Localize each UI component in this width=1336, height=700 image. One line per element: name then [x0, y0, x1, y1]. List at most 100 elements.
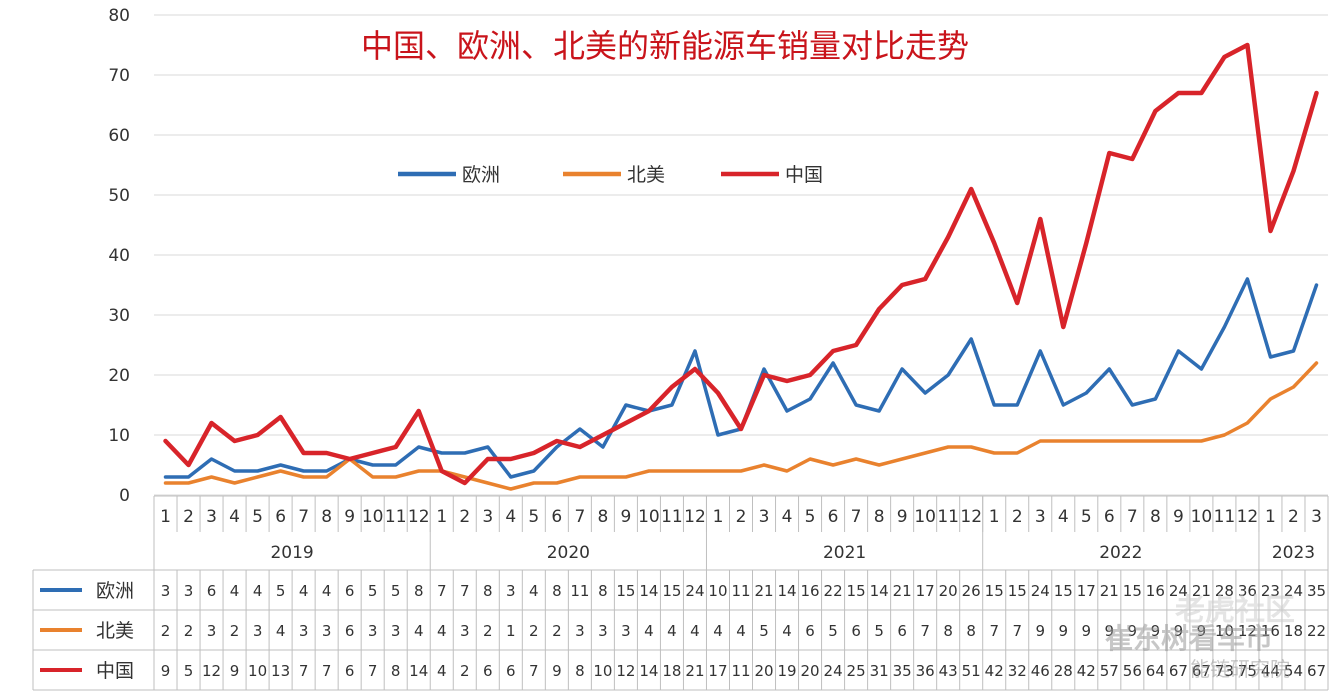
month-label: 1	[1265, 507, 1276, 527]
y-tick-label: 70	[108, 66, 130, 86]
table-cell: 10	[708, 582, 727, 600]
table-cell: 3	[598, 622, 608, 640]
month-label: 12	[408, 507, 430, 527]
table-cell: 4	[667, 622, 677, 640]
table-cell: 15	[1054, 582, 1073, 600]
table-cell: 6	[805, 622, 815, 640]
month-label: 5	[528, 507, 539, 527]
table-cell: 14	[870, 582, 889, 600]
row-label: 北美	[96, 620, 134, 642]
table-cell: 8	[575, 662, 585, 680]
table-cell: 4	[437, 622, 447, 640]
table-cell: 8	[966, 622, 976, 640]
month-label: 10	[362, 507, 384, 527]
table-cell: 3	[575, 622, 585, 640]
table-cell: 8	[414, 582, 424, 600]
table-cell: 4	[230, 582, 240, 600]
table-cell: 4	[299, 582, 309, 600]
table-cell: 9	[1174, 622, 1184, 640]
table-cell: 9	[1197, 622, 1207, 640]
table-cell: 2	[483, 622, 493, 640]
table-cell: 7	[322, 662, 332, 680]
table-cell: 9	[1151, 622, 1161, 640]
table-cell: 56	[1123, 662, 1142, 680]
table-cell: 7	[989, 622, 999, 640]
table-cell: 5	[368, 582, 378, 600]
y-tick-label: 10	[108, 426, 130, 446]
table-cell: 7	[299, 662, 309, 680]
month-label: 8	[321, 507, 332, 527]
table-cell: 14	[777, 582, 796, 600]
month-label: 7	[574, 507, 585, 527]
gridlines	[154, 14, 1328, 496]
table-cell: 67	[1169, 662, 1188, 680]
table-cell: 24	[685, 582, 704, 600]
month-label: 9	[897, 507, 908, 527]
month-label: 3	[482, 507, 493, 527]
table-cell: 16	[1261, 622, 1280, 640]
table-cell: 6	[506, 662, 516, 680]
month-label: 3	[206, 507, 217, 527]
month-label: 11	[661, 507, 683, 527]
table-cell: 9	[1128, 622, 1138, 640]
table-cell: 23	[1261, 582, 1280, 600]
table-cell: 6	[483, 662, 493, 680]
legend-label: 中国	[785, 164, 823, 186]
table-cell: 2	[184, 622, 194, 640]
table-cell: 6	[345, 582, 355, 600]
table-cell: 32	[1008, 662, 1027, 680]
month-label: 3	[1035, 507, 1046, 527]
table-cell: 14	[639, 582, 658, 600]
table-cell: 6	[851, 622, 861, 640]
table-cell: 7	[1012, 622, 1022, 640]
y-axis-ticks: 0 10 20 30 40 50 60 70 80	[108, 6, 130, 506]
table-cell: 21	[1100, 582, 1119, 600]
table-cell: 54	[1284, 662, 1303, 680]
table-cell: 5	[276, 582, 286, 600]
table-cell: 5	[828, 622, 838, 640]
month-label: 9	[344, 507, 355, 527]
table-cell: 2	[460, 662, 470, 680]
table-cell: 3	[322, 622, 332, 640]
legend-label: 欧洲	[462, 164, 500, 186]
y-tick-label: 0	[119, 486, 130, 506]
table-cell: 8	[598, 582, 608, 600]
month-label: 11	[937, 507, 959, 527]
table-cell: 42	[985, 662, 1004, 680]
month-label: 4	[782, 507, 793, 527]
table-cell: 21	[754, 582, 773, 600]
table-cell: 6	[345, 622, 355, 640]
month-label: 9	[620, 507, 631, 527]
table-cell: 15	[847, 582, 866, 600]
table-cell: 14	[409, 662, 428, 680]
table-cell: 28	[1054, 662, 1073, 680]
table-cell: 9	[552, 662, 562, 680]
table-cell: 7	[460, 582, 470, 600]
table-cell: 4	[690, 622, 700, 640]
row-label: 欧洲	[96, 580, 134, 602]
y-tick-label: 20	[108, 366, 130, 386]
table-cell: 3	[391, 622, 401, 640]
month-label: 4	[505, 507, 516, 527]
table-cell: 15	[662, 582, 681, 600]
table-cell: 9	[230, 662, 240, 680]
y-tick-label: 50	[108, 186, 130, 206]
table-cell: 3	[460, 622, 470, 640]
table-cell: 15	[616, 582, 635, 600]
month-label: 4	[1058, 507, 1069, 527]
month-label: 7	[298, 507, 309, 527]
table-cell: 22	[1307, 622, 1326, 640]
month-label: 2	[1012, 507, 1023, 527]
table-cell: 57	[1100, 662, 1119, 680]
row-label: 中国	[96, 660, 134, 682]
table-cell: 8	[483, 582, 493, 600]
table-cell: 15	[1008, 582, 1027, 600]
chart-title: 中国、欧洲、北美的新能源车销量对比走势	[361, 27, 969, 65]
table-cell: 9	[1059, 622, 1069, 640]
month-label: 10	[638, 507, 660, 527]
table-cell: 20	[801, 662, 820, 680]
table-cell: 4	[713, 622, 723, 640]
series-line-china	[163, 42, 1319, 486]
